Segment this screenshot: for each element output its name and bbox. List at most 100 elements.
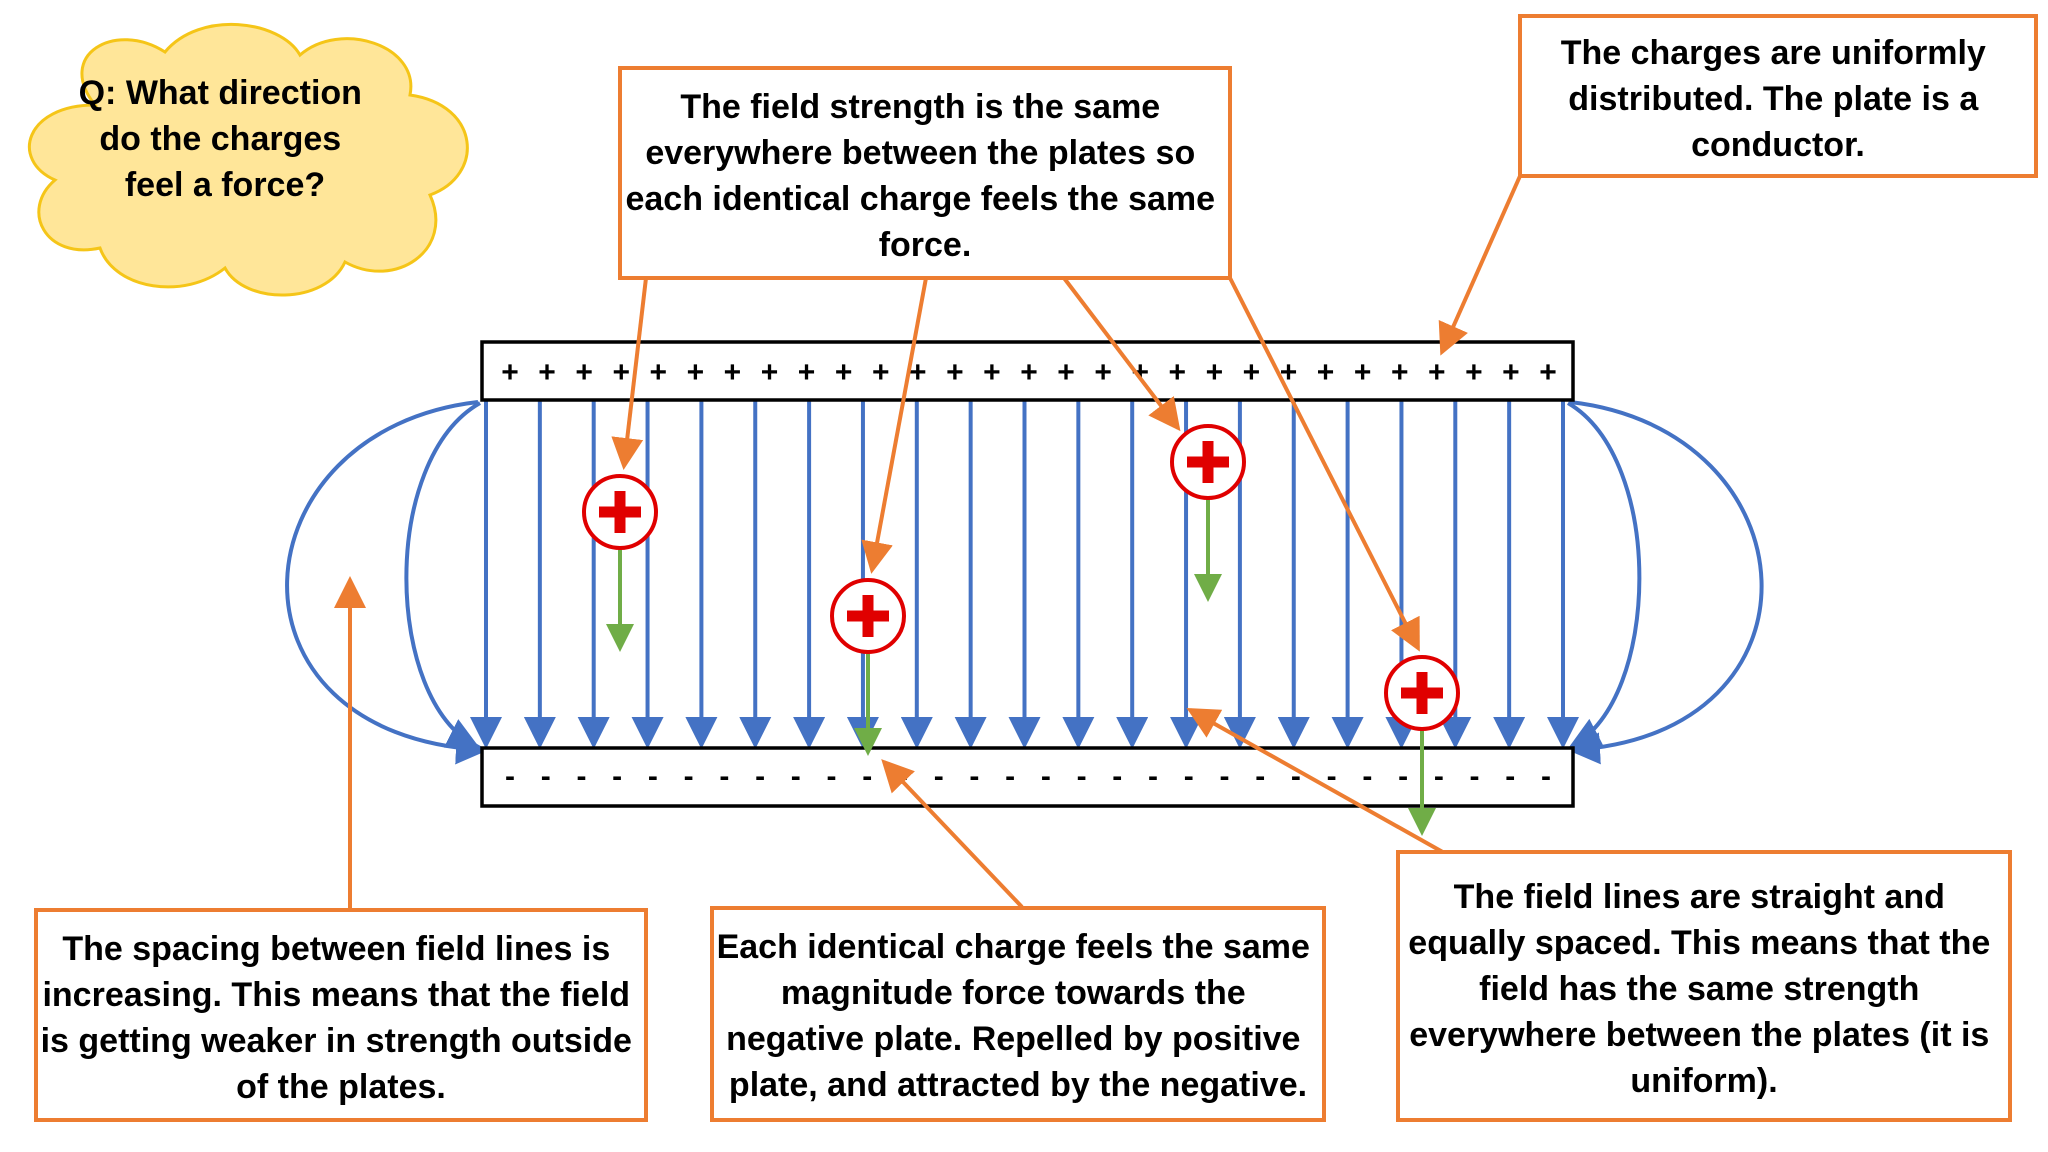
positive-sign: +: [798, 356, 816, 389]
pointer-field-strength-d: [1228, 277, 1420, 652]
positive-sign: +: [724, 356, 742, 389]
positive-sign: +: [1428, 356, 1446, 389]
negative-sign: -: [648, 760, 658, 793]
callout-field-strength-text: The field strength is the same everywher…: [625, 88, 1224, 264]
negative-sign: -: [541, 760, 551, 793]
negative-sign: -: [755, 760, 765, 793]
positive-sign: +: [909, 356, 927, 389]
negative-plate: ------------------------------: [480, 746, 1575, 808]
curved-field-line-left-outer: [285, 400, 488, 765]
negative-sign: -: [1148, 760, 1158, 793]
negative-plate-rect: [480, 746, 1575, 808]
negative-signs: ------------------------------: [505, 760, 1551, 793]
callout-line: field has the same strength: [1479, 970, 1919, 1008]
positive-charge-icon: [1170, 424, 1246, 500]
negative-sign: -: [684, 760, 694, 793]
negative-sign: -: [1398, 760, 1408, 793]
positive-sign: +: [1243, 356, 1261, 389]
callout-line: plate, and attracted by the negative.: [729, 1066, 1307, 1104]
positive-charge-icon: [830, 578, 906, 654]
curved-field-line-left-inner: [404, 401, 481, 748]
pointer-straight-lines: [1186, 708, 1449, 857]
negative-sign: -: [791, 760, 801, 793]
positive-sign: +: [1391, 356, 1409, 389]
pointer-field-strength-c: [1062, 276, 1181, 432]
negative-sign: -: [1505, 760, 1515, 793]
curved-field-lines: [285, 400, 1764, 765]
callout-field-strength: The field strength is the same everywher…: [618, 66, 1232, 280]
positive-charge-icon: [1384, 655, 1460, 731]
callout-line: Each identical charge feels the same: [717, 928, 1310, 966]
callout-identical-force: Each identical charge feels the same mag…: [710, 906, 1326, 1122]
positive-sign: +: [983, 356, 1001, 389]
negative-sign: -: [934, 760, 944, 793]
callout-line: The field lines are straight and: [1454, 878, 1945, 916]
callout-spacing-box: [34, 908, 648, 1122]
positive-sign: +: [1354, 356, 1372, 389]
pointer-field-strength-a: [611, 277, 648, 470]
callout-identical-force-box: [710, 906, 1326, 1122]
cloud-shape: [28, 23, 469, 297]
callout-line: uniform).: [1630, 1062, 1777, 1100]
callout-straight-lines-box: [1396, 850, 2012, 1122]
positive-signs: + + + + + + + + + + + + + + + + + + + + + + + + + + + + +: [501, 356, 1557, 389]
positive-sign: +: [1539, 356, 1557, 389]
force-arrows: [606, 498, 1436, 836]
cloud-text: Q: What direction do the charges feel a …: [79, 74, 372, 204]
positive-sign: +: [1057, 356, 1075, 389]
negative-sign: -: [505, 760, 515, 793]
callout-uniform-distribution-text: The charges are uniformly distributed. T…: [1561, 34, 1996, 164]
positive-sign: +: [1465, 356, 1483, 389]
positive-sign: +: [575, 356, 593, 389]
callout-line: conductor.: [1691, 126, 1865, 164]
negative-sign: -: [1041, 760, 1051, 793]
curved-field-line-right-inner: [1566, 401, 1642, 748]
positive-plate: + + + + + + + + + + + + + + + + + + + + + + + + + + + + +: [480, 340, 1575, 402]
negative-sign: -: [969, 760, 979, 793]
positive-sign: +: [687, 356, 705, 389]
callout-line: everywhere between the plates so: [645, 134, 1195, 172]
negative-sign: -: [1112, 760, 1122, 793]
callout-line: The field strength is the same: [680, 88, 1160, 126]
straight-field-lines: [470, 401, 1579, 749]
positive-sign: +: [1317, 356, 1335, 389]
positive-sign: +: [501, 356, 519, 389]
cloud-line-1: Q: What direction: [79, 74, 362, 112]
curved-field-line-right-outer: [1568, 400, 1764, 765]
callout-line: each identical charge feels the same: [625, 180, 1215, 218]
callout-uniform-distribution: The charges are uniformly distributed. T…: [1518, 14, 2038, 178]
negative-sign: -: [1219, 760, 1229, 793]
negative-sign: -: [1291, 760, 1301, 793]
positive-sign: +: [946, 356, 964, 389]
callout-line: The charges are uniformly: [1561, 34, 1986, 72]
question-cloud: Q: What direction do the charges feel a …: [28, 23, 469, 297]
callout-line: is getting weaker in strength outside: [41, 1022, 632, 1060]
callout-line: distributed. The plate is a: [1568, 80, 1979, 118]
positive-sign: +: [1502, 356, 1520, 389]
pointer-identical-force: [881, 759, 1024, 909]
negative-sign: -: [862, 760, 872, 793]
pointer-field-strength-b: [861, 277, 928, 574]
negative-sign: -: [1077, 760, 1087, 793]
callout-spacing-text: The spacing between field lines is incre…: [41, 930, 642, 1106]
callout-line: The spacing between field lines is: [62, 930, 610, 968]
charges: [582, 424, 1460, 731]
positive-sign: +: [872, 356, 890, 389]
negative-sign: -: [827, 760, 837, 793]
positive-sign: +: [835, 356, 853, 389]
callout-line: equally spaced. This means that the: [1408, 924, 1990, 962]
negative-sign: -: [1005, 760, 1015, 793]
callout-line: magnitude force towards the: [781, 974, 1246, 1012]
negative-sign: -: [1327, 760, 1337, 793]
cloud-line-2: do the charges: [99, 120, 341, 158]
callout-field-strength-box: [618, 66, 1232, 280]
callout-straight-lines: The field lines are straight and equally…: [1396, 850, 2012, 1122]
callout-identical-force-text: Each identical charge feels the same mag…: [717, 928, 1320, 1104]
positive-sign: +: [612, 356, 630, 389]
positive-charge-icon: [582, 474, 658, 550]
negative-sign: -: [1184, 760, 1194, 793]
negative-sign: -: [576, 760, 586, 793]
callout-line: negative plate. Repelled by positive: [726, 1020, 1300, 1058]
negative-sign: -: [1362, 760, 1372, 793]
